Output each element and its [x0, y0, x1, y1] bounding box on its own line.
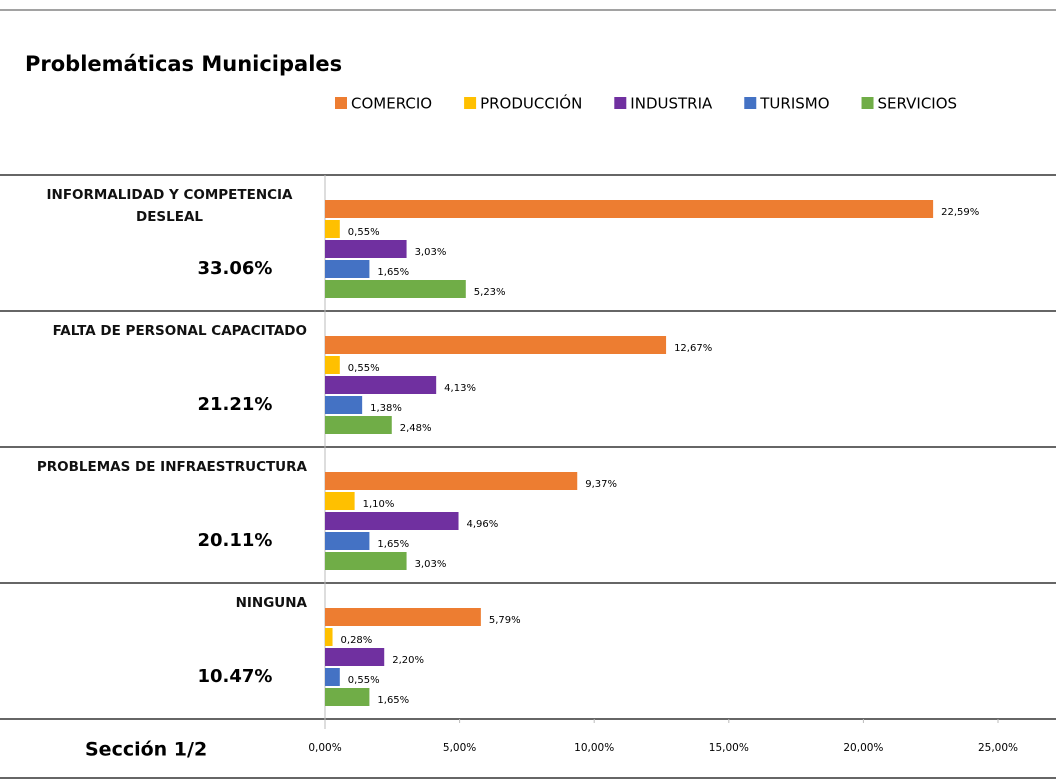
- legend-swatch: [614, 97, 627, 109]
- legend-label: SERVICIOS: [878, 95, 958, 113]
- group-total: 33.06%: [198, 258, 273, 279]
- legend-swatch: [464, 97, 477, 109]
- bar: [325, 280, 466, 298]
- bar: [325, 512, 459, 530]
- group-total: 20.11%: [198, 530, 273, 551]
- chart-title: Problemáticas Municipales: [25, 52, 342, 76]
- group-total: 10.47%: [198, 666, 273, 687]
- legend-swatch: [335, 97, 347, 109]
- x-tick-label: 5,00%: [443, 742, 476, 754]
- value-label: 1,65%: [377, 695, 409, 706]
- bar: [325, 688, 370, 706]
- bar: [325, 200, 934, 218]
- value-label: 4,96%: [467, 519, 499, 530]
- value-label: 2,48%: [400, 423, 432, 434]
- value-label: 0,55%: [348, 363, 380, 374]
- bar: [325, 356, 340, 374]
- value-label: 5,23%: [474, 287, 506, 298]
- value-label: 1,65%: [377, 539, 409, 550]
- value-label: 1,65%: [377, 267, 409, 278]
- value-label: 4,13%: [444, 383, 476, 394]
- bar: [325, 628, 333, 646]
- value-label: 0,28%: [341, 635, 373, 646]
- legend-swatch: [861, 97, 874, 109]
- x-tick-label: 15,00%: [709, 742, 749, 754]
- bar: [325, 552, 407, 570]
- bar: [325, 648, 385, 666]
- bar: [325, 416, 392, 434]
- bar: [325, 472, 578, 490]
- x-tick-label: 20,00%: [843, 742, 883, 754]
- legend-label: TURISMO: [759, 95, 829, 113]
- value-label: 22,59%: [941, 207, 979, 218]
- value-label: 1,38%: [370, 403, 402, 414]
- value-label: 0,55%: [348, 675, 380, 686]
- value-label: 1,10%: [363, 499, 395, 510]
- bar: [325, 260, 370, 278]
- bar: [325, 396, 363, 414]
- group-label: NINGUNA: [235, 595, 307, 611]
- value-label: 0,55%: [348, 227, 380, 238]
- bar: [325, 220, 340, 238]
- bar: [325, 668, 340, 686]
- bar: [325, 336, 667, 354]
- x-tick-label: 0,00%: [308, 742, 341, 754]
- group-label: PROBLEMAS DE INFRAESTRUCTURA: [36, 459, 307, 475]
- x-tick-label: 10,00%: [574, 742, 614, 754]
- value-label: 5,79%: [489, 615, 521, 626]
- value-label: 9,37%: [585, 479, 617, 490]
- bar: [325, 608, 481, 626]
- footer: Sección 1/2: [85, 739, 207, 761]
- legend-label: INDUSTRIA: [630, 95, 713, 113]
- group-label: INFORMALIDAD Y COMPETENCIA DESLEAL: [46, 187, 293, 225]
- value-label: 3,03%: [415, 559, 447, 570]
- bar: [325, 376, 437, 394]
- group-total: 21.21%: [198, 394, 273, 415]
- x-tick-label: 25,00%: [978, 742, 1018, 754]
- legend-label: PRODUCCIÓN: [480, 94, 582, 113]
- value-label: 2,20%: [392, 655, 424, 666]
- value-label: 3,03%: [415, 247, 447, 258]
- group-label: FALTA DE PERSONAL CAPACITADO: [52, 323, 307, 339]
- legend-label: COMERCIO: [351, 95, 432, 113]
- bar: [325, 532, 370, 550]
- value-label: 12,67%: [674, 343, 712, 354]
- legend-swatch: [744, 97, 757, 109]
- bar: [325, 240, 407, 258]
- bar: [325, 492, 355, 510]
